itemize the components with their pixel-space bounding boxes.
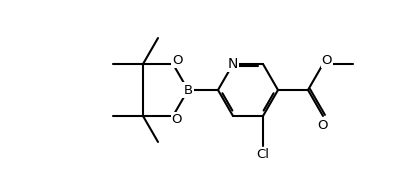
Text: Cl: Cl <box>257 148 269 161</box>
Text: O: O <box>322 54 332 67</box>
Text: O: O <box>172 54 182 67</box>
Text: N: N <box>228 57 238 71</box>
Text: O: O <box>172 114 182 127</box>
Text: B: B <box>183 83 193 96</box>
Text: O: O <box>318 119 328 132</box>
